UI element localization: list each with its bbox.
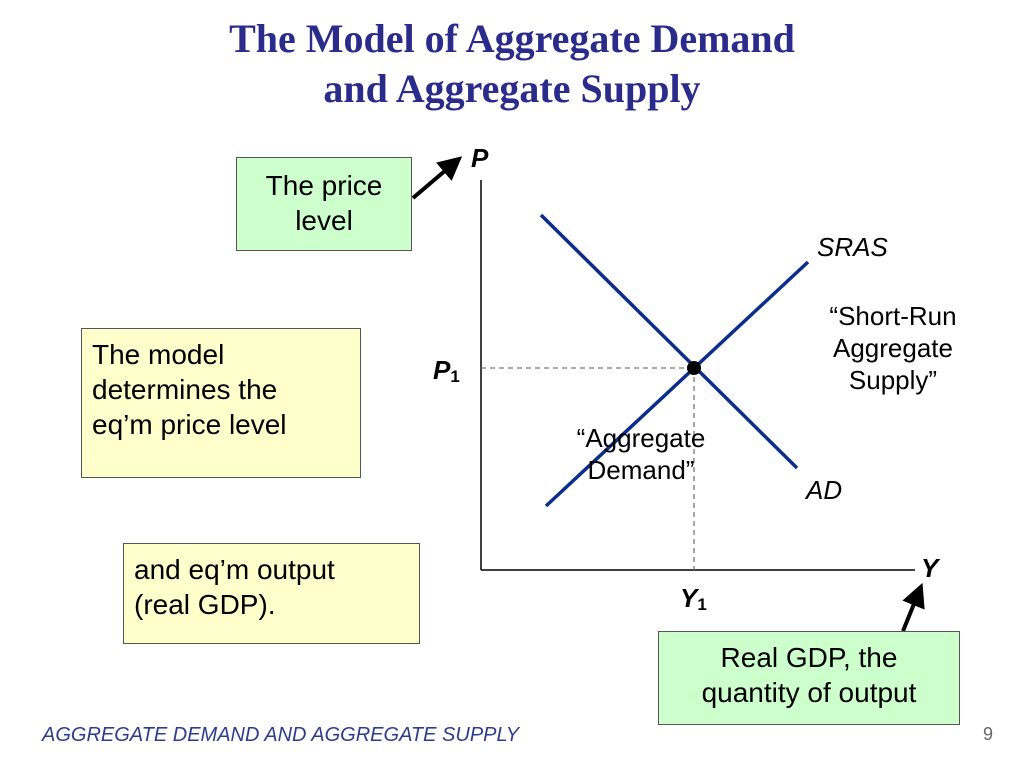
price-level-callout-line-2: level: [295, 205, 353, 236]
footer-text: AGGREGATE DEMAND AND AGGREGATE SUPPLY: [42, 724, 520, 746]
sras-description: “Short-Run Aggregate Supply”: [803, 300, 983, 396]
ad-description-line-2: Demand”: [587, 455, 695, 485]
price-level-arrow: [411, 156, 463, 200]
sras-description-line-1: “Short-Run: [829, 301, 957, 331]
slide-title-line-1: The Model of Aggregate Demand: [229, 16, 795, 61]
equilibrium-point: [687, 361, 701, 375]
slide-title: The Model of Aggregate Demand and Aggreg…: [0, 14, 1024, 114]
price-level-callout: The price level: [236, 157, 412, 251]
model-callout-line-2: determines the: [92, 374, 278, 405]
equilibrium-output-label: Y1: [680, 583, 707, 615]
output-callout-line-1: and eq’m output: [134, 554, 335, 585]
equilibrium-output-main: Y: [680, 583, 698, 613]
equilibrium-price-main: P: [433, 355, 451, 385]
ad-description-line-1: “Aggregate: [576, 423, 706, 453]
sras-label: SRAS: [817, 232, 888, 262]
sras-description-line-2: Aggregate: [833, 333, 953, 363]
model-determines-callout: The model determines the eq’m price leve…: [81, 328, 361, 478]
sras-curve: [544, 260, 810, 508]
equilibrium-price-subscript: 1: [450, 367, 460, 386]
equilibrium-output-subscript: 1: [697, 595, 707, 614]
real-gdp-arrow: [901, 582, 925, 632]
ad-label: AD: [806, 475, 843, 505]
sras-description-line-3: Supply”: [848, 365, 938, 395]
page-number: 9: [983, 724, 994, 744]
real-gdp-callout: Real GDP, the quantity of output: [658, 631, 960, 725]
output-callout: and eq’m output (real GDP).: [123, 543, 420, 644]
ad-description: “Aggregate Demand”: [546, 422, 736, 486]
equilibrium-price-label: P1: [433, 355, 460, 387]
real-gdp-callout-line-2: quantity of output: [701, 677, 917, 708]
output-callout-line-2: (real GDP).: [134, 589, 276, 620]
model-callout-line-1: The model: [92, 339, 225, 370]
model-callout-line-3: eq’m price level: [92, 409, 287, 440]
price-level-callout-line-1: The price: [265, 170, 383, 201]
slide-title-line-2: and Aggregate Supply: [323, 66, 701, 111]
ad-curve: [539, 213, 799, 470]
real-gdp-callout-line-1: Real GDP, the: [720, 642, 898, 673]
y-axis-label: P: [471, 143, 489, 173]
x-axis-label: Y: [921, 553, 939, 583]
